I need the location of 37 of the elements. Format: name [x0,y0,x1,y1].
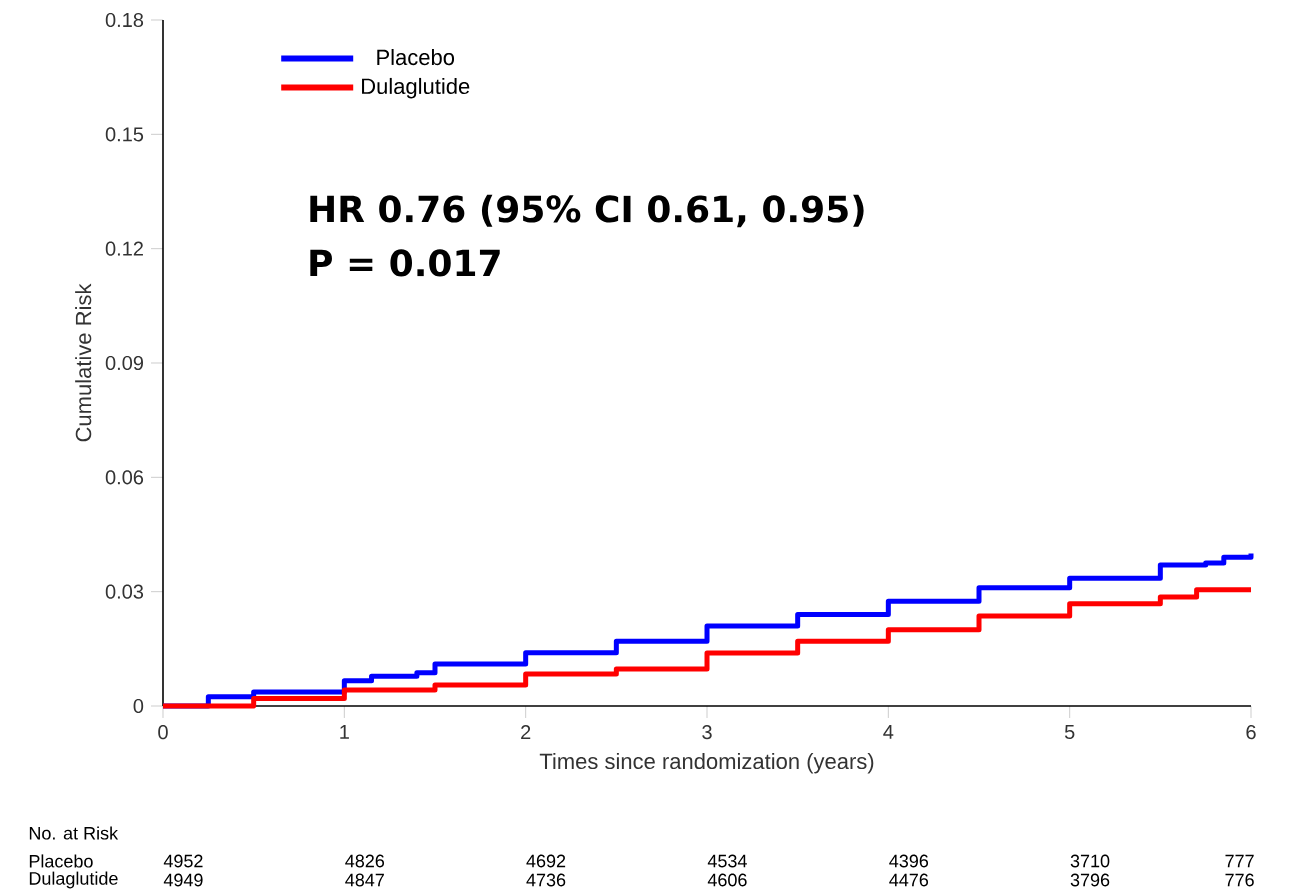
y-tick-label: 0.03 [105,584,144,599]
y-tick-label: 0.09 [105,355,143,371]
text: 4736 [526,873,566,887]
text: 4606 [707,873,747,887]
y-tick-label: 0.06 [105,470,144,485]
text: 4847 [345,873,384,887]
text: Placebo [29,854,93,868]
annotation: P = 0.017 [310,249,500,277]
x-tick-label: 4 [883,725,894,739]
text: 777 [1225,854,1254,868]
text: 4826 [345,854,385,868]
y-tick-label: 0.18 [105,12,144,28]
text: 4692 [526,854,566,868]
legend-label: Placebo [377,48,455,66]
x-tick-label: 6 [1246,725,1256,740]
text: 4396 [889,854,929,868]
text: 3710 [1070,854,1110,868]
x-tick-label: 2 [521,725,531,740]
y-tick-label: 0 [133,698,144,714]
x-tick-label: 5 [1064,725,1075,740]
x-axis-title: Times since randomization (years) [539,752,874,774]
text: 4476 [889,873,929,887]
text: 4952 [163,854,203,868]
y-tick-label: 0.12 [105,241,143,256]
x-tick-label: 0 [158,725,168,740]
x-tick-label: 1 [340,725,349,739]
text: 776 [1225,873,1254,887]
annotation: HR 0.76 (95% CI 0.61, 0.95) [310,194,864,228]
text: Dulaglutide [29,871,118,889]
text: 4534 [707,854,747,868]
x-tick-label: 3 [702,725,712,740]
legend-label: Dulaglutide [362,77,470,99]
text: 4949 [163,873,203,887]
y-tick-label: 0.15 [105,127,144,142]
text: No. at Risk [29,826,119,840]
y-axis-title: Cumulative Risk [75,283,92,442]
text: 3796 [1070,873,1110,887]
